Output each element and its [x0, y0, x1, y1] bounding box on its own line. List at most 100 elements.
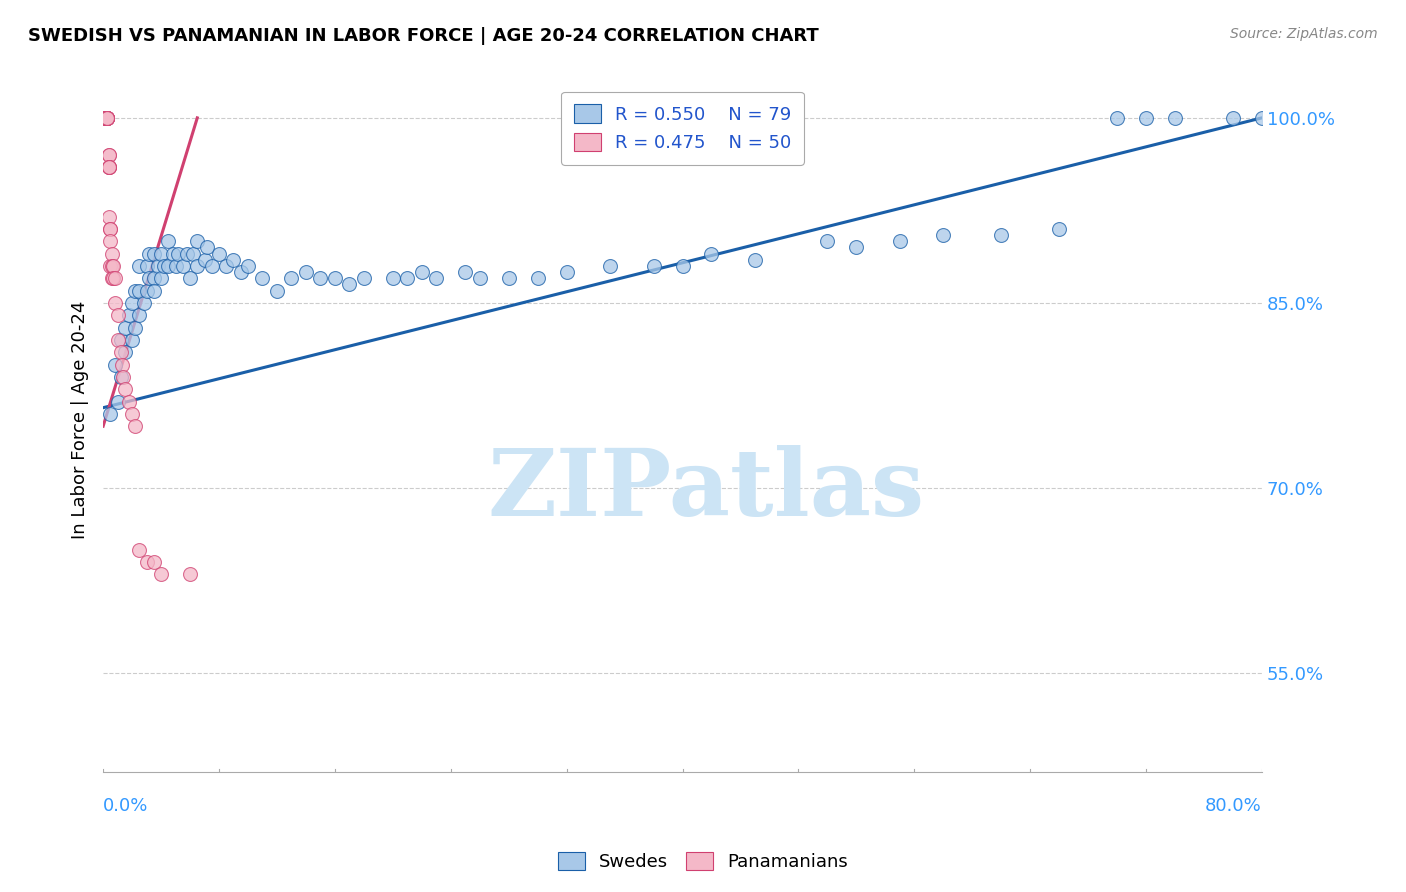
Point [94, 111, 117, 125]
Point [97, 148, 120, 162]
Point [425, 271, 447, 285]
Point [157, 259, 180, 273]
Point [124, 284, 146, 298]
Point [94, 111, 117, 125]
Point [150, 246, 173, 260]
Point [990, 227, 1012, 242]
Point [100, 222, 122, 236]
Point [323, 271, 346, 285]
Point [114, 320, 136, 334]
Point [135, 284, 157, 298]
Text: SWEDISH VS PANAMANIAN IN LABOR FORCE | AGE 20-24 CORRELATION CHART: SWEDISH VS PANAMANIAN IN LABOR FORCE | A… [28, 27, 818, 45]
Text: 80.0%: 80.0% [1205, 797, 1263, 814]
Point [138, 271, 160, 285]
Point [555, 265, 578, 279]
Point [121, 296, 143, 310]
Point [112, 370, 135, 384]
Point [97, 160, 120, 174]
Point [162, 246, 184, 260]
Point [215, 259, 238, 273]
Point [1164, 111, 1187, 125]
Point [128, 259, 150, 273]
Point [96, 111, 118, 125]
Legend: R = 0.550    N = 79, R = 0.475    N = 50: R = 0.550 N = 79, R = 0.475 N = 50 [561, 92, 804, 165]
Point [97, 148, 120, 162]
Point [498, 271, 520, 285]
Point [124, 320, 146, 334]
Point [101, 259, 124, 273]
Point [252, 271, 274, 285]
Point [146, 259, 169, 273]
Point [138, 246, 160, 260]
Point [97, 160, 120, 174]
Point [96, 111, 118, 125]
Point [121, 407, 143, 421]
Point [104, 271, 127, 285]
Point [932, 227, 955, 242]
Point [107, 394, 129, 409]
Point [96, 111, 118, 125]
Point [157, 234, 180, 248]
Point [744, 252, 766, 267]
Point [142, 271, 165, 285]
Point [135, 555, 157, 569]
Point [103, 271, 125, 285]
Point [128, 542, 150, 557]
Point [100, 407, 122, 421]
Point [121, 333, 143, 347]
Point [150, 271, 173, 285]
Point [197, 240, 219, 254]
Point [110, 370, 132, 384]
Point [193, 252, 215, 267]
Point [353, 271, 375, 285]
Point [132, 296, 155, 310]
Point [337, 277, 360, 292]
Point [101, 271, 124, 285]
Point [118, 308, 141, 322]
Point [309, 271, 332, 285]
Point [128, 284, 150, 298]
Point [118, 394, 141, 409]
Point [229, 265, 252, 279]
Point [101, 246, 124, 260]
Point [222, 252, 245, 267]
Point [142, 246, 165, 260]
Point [1105, 111, 1128, 125]
Point [96, 111, 118, 125]
Text: ZIPatlas: ZIPatlas [486, 445, 924, 535]
Point [266, 284, 288, 298]
Point [94, 111, 117, 125]
Point [1251, 111, 1274, 125]
Point [179, 567, 201, 582]
Point [97, 160, 120, 174]
Point [94, 111, 117, 125]
Point [411, 265, 433, 279]
Point [845, 240, 868, 254]
Point [295, 265, 318, 279]
Point [94, 111, 117, 125]
Point [176, 246, 198, 260]
Point [96, 111, 118, 125]
Point [186, 259, 208, 273]
Point [1222, 111, 1244, 125]
Point [103, 259, 125, 273]
Text: Source: ZipAtlas.com: Source: ZipAtlas.com [1230, 27, 1378, 41]
Point [96, 111, 118, 125]
Text: 0.0%: 0.0% [103, 797, 149, 814]
Point [643, 259, 665, 273]
Point [599, 259, 621, 273]
Point [124, 419, 146, 434]
Point [142, 284, 165, 298]
Point [172, 259, 194, 273]
Point [468, 271, 491, 285]
Point [671, 259, 693, 273]
Point [153, 259, 176, 273]
Point [700, 246, 723, 260]
Point [100, 259, 122, 273]
Legend: Swedes, Panamanians: Swedes, Panamanians [550, 845, 856, 879]
Point [97, 160, 120, 174]
Point [128, 308, 150, 322]
Point [110, 333, 132, 347]
Point [107, 333, 129, 347]
Point [179, 271, 201, 285]
